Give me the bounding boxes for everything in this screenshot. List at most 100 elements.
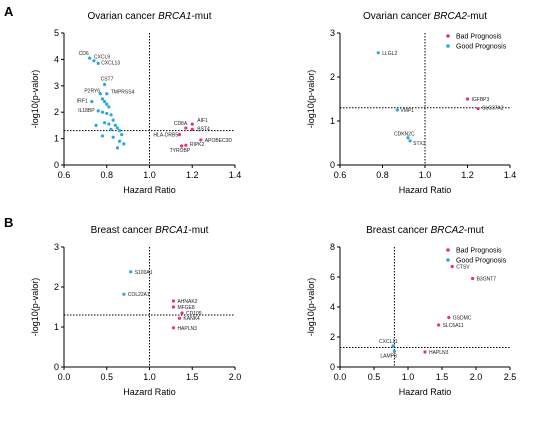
point-label: LLGL2: [382, 51, 397, 57]
y-tick-label: 0: [54, 362, 59, 372]
good-prognosis-point: [103, 121, 107, 125]
point-label: GSDMC: [453, 316, 472, 322]
chart-title: Breast cancer BRCA1-mut: [91, 225, 209, 236]
x-tick-label: 1.0: [143, 372, 156, 382]
point-label: IRF1: [77, 99, 88, 105]
good-prognosis-point: [122, 142, 126, 146]
y-tick-label: 8: [330, 242, 335, 252]
y-axis-title: -log10(p-valor): [30, 70, 40, 129]
good-prognosis-point: [109, 127, 113, 131]
point-label: B3GNT7: [477, 277, 497, 283]
chart-title-gene: BRCA2: [434, 11, 468, 22]
good-prognosis-point: [107, 122, 111, 126]
bad-prognosis-point: [184, 143, 188, 147]
section-letter-a: A: [4, 4, 14, 19]
x-tick-label: 0.5: [100, 372, 113, 382]
x-tick-label: 0.8: [100, 170, 113, 180]
x-tick-label: 1.5: [436, 372, 449, 382]
point-label: TYROBP: [170, 148, 191, 154]
y-tick-label: 1: [330, 116, 335, 126]
point-label: SLC37A2: [482, 106, 504, 112]
chart-title-suffix: -mut: [191, 11, 211, 22]
point-label: P2RY6: [84, 89, 100, 95]
point-label: CD109: [186, 311, 202, 317]
legend-good-label: Good Prognosis: [456, 44, 507, 51]
bad-prognosis-point: [171, 305, 176, 309]
good-prognosis-point: [88, 56, 92, 60]
good-prognosis-point: [391, 344, 395, 348]
good-prognosis-point: [129, 270, 133, 274]
y-tick-label: 3: [54, 242, 59, 252]
point-label: SLC6A11: [443, 323, 464, 329]
chart-title-gene: BRCA1: [158, 11, 191, 22]
chart-title: Ovarian cancer BRCA2-mut: [363, 11, 487, 22]
legend: Bad Prognosis Good Prognosis: [446, 248, 507, 265]
good-prognosis-point: [96, 109, 100, 113]
chart-title-prefix: Breast cancer: [366, 225, 430, 236]
chart-panel-2: Ovarian cancer BRCA2-mut 0.6 0.8 1.0 1.2 1.4 0…: [306, 11, 516, 195]
good-prognosis-point: [103, 100, 107, 104]
chart-title-gene: BRCA2: [431, 225, 465, 236]
legend-good-marker: [446, 44, 450, 48]
chart-title: Ovarian cancer BRCA1-mut: [88, 11, 212, 22]
good-prognosis-point: [96, 61, 100, 65]
x-tick-label: 1.0: [419, 170, 432, 180]
good-prognosis-point: [120, 133, 124, 137]
bad-prognosis-point: [190, 127, 194, 131]
good-prognosis-point: [111, 118, 115, 122]
point-label: TMPRSS4: [111, 90, 135, 96]
x-tick-label: 0.6: [58, 170, 71, 180]
y-tick-label: 2: [330, 72, 335, 82]
legend-bad-label: Bad Prognosis: [456, 34, 502, 41]
legend: Bad Prognosis Good Prognosis: [446, 34, 507, 51]
legend-bad-marker: [446, 248, 450, 252]
good-prognosis-point: [406, 136, 410, 140]
point-label: HAPLN3: [177, 326, 197, 332]
good-prognosis-point: [100, 110, 105, 114]
point-label: COL22A1: [128, 292, 150, 298]
good-prognosis-point: [113, 123, 117, 127]
point-label: HAPLN3: [429, 350, 449, 356]
point-label: RIPK2: [190, 142, 205, 148]
good-prognosis-point: [100, 134, 105, 138]
y-axis-title: -log10(p-valor): [306, 70, 316, 129]
point-label: CD6: [79, 51, 89, 57]
good-prognosis-point: [105, 102, 109, 106]
point-label: APOBEC3D: [205, 138, 233, 144]
good-prognosis-point: [408, 139, 412, 143]
bad-prognosis-point: [171, 326, 176, 330]
x-tick-label: 1.2: [461, 170, 474, 180]
bad-prognosis-point: [179, 144, 184, 148]
x-tick-label: 1.5: [186, 372, 199, 382]
point-label: IL18BP: [78, 108, 95, 114]
point-label: BST4: [197, 126, 210, 132]
chart-title-suffix: -mut: [464, 225, 484, 236]
good-prognosis-point: [395, 108, 399, 112]
good-prognosis-point: [109, 113, 113, 117]
x-tick-label: 1.0: [402, 372, 415, 382]
legend-good-label: Good Prognosis: [456, 258, 507, 265]
point-label: HLA-DRB5: [153, 133, 178, 139]
x-axis-title: Hazard Ratio: [399, 185, 452, 195]
x-tick-label: 0.0: [58, 372, 71, 382]
point-label: CD8A: [174, 121, 188, 127]
bad-prognosis-point: [476, 107, 480, 111]
x-tick-label: 2.0: [470, 372, 483, 382]
x-axis-title: Hazard Ratio: [123, 387, 176, 397]
x-tick-label: 1.4: [229, 170, 242, 180]
point-label: CXCL11: [379, 339, 398, 345]
bad-prognosis-point: [199, 138, 203, 142]
bad-prognosis-point: [184, 126, 188, 130]
chart-title-suffix: -mut: [188, 225, 208, 236]
good-prognosis-point: [105, 111, 109, 116]
good-prognosis-point: [122, 292, 126, 296]
chart-panel-3: Breast cancer BRCA1-mut 0.0 0.5 1.0 1.5 2.0 0 1…: [30, 225, 241, 397]
legend-bad-marker: [446, 34, 450, 38]
y-axis-title: -log10(p-valor): [306, 278, 316, 337]
y-tick-label: 4: [330, 302, 335, 312]
bad-prognosis-point: [177, 133, 182, 137]
bad-prognosis-point: [177, 316, 182, 320]
good-prognosis-point: [90, 100, 94, 104]
y-tick-label: 1: [54, 322, 59, 332]
point-label: CXCL9: [94, 55, 110, 61]
